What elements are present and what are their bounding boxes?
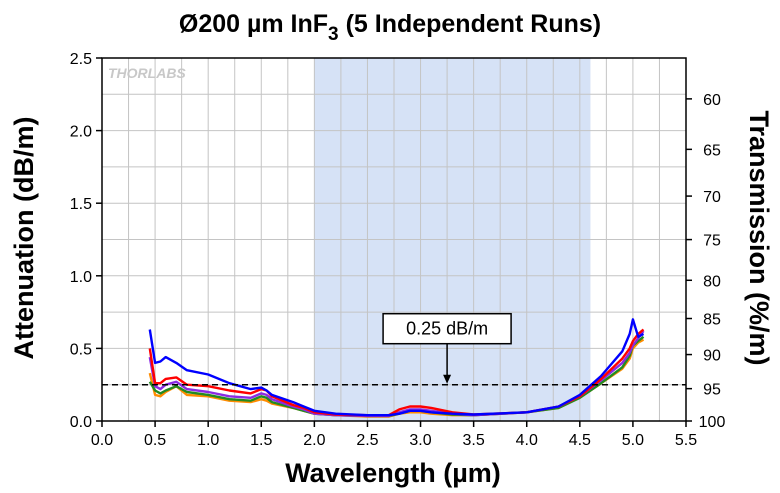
- y2-tick-label: 70: [703, 189, 721, 206]
- title-main: Ø200 µm InF: [179, 10, 328, 38]
- title-tail: (5 Independent Runs): [339, 10, 602, 38]
- x-tick-label: 0.5: [144, 432, 166, 449]
- y-axis-label: Attenuation (dB/m): [9, 117, 39, 360]
- annotation-group: 0.25 dB/m: [382, 312, 512, 384]
- annotation-arrowhead: [443, 374, 452, 384]
- y2-tick-label: 85: [703, 312, 721, 329]
- x-tick-label: 3.0: [409, 432, 431, 449]
- y2-tick-label: 90: [703, 348, 721, 365]
- y2-tick-label: 60: [703, 92, 721, 109]
- y-tick-label: 2.0: [70, 124, 92, 141]
- x-tick-label: 5.5: [675, 432, 697, 449]
- x-tick-label: 3.5: [463, 432, 485, 449]
- y2-tick-label: 95: [703, 382, 721, 399]
- x-tick-label: 2.0: [303, 432, 325, 449]
- y-tick-label: 1.0: [70, 269, 92, 286]
- axis-ticks: 0.0 0.5 1.0 1.5 2.0 2.5 3.0 3.5 4.0 4.5 5.0 5.5 0.0 0…: [70, 51, 726, 449]
- y-tick-label: 2.5: [70, 51, 92, 68]
- x-tick-label: 1.5: [250, 432, 272, 449]
- x-tick-label: 1.0: [197, 432, 219, 449]
- x-tick-label: 0.0: [91, 432, 113, 449]
- title-subscript: 3: [328, 24, 339, 45]
- x-tick-label: 5.0: [622, 432, 644, 449]
- series-line-run-5: [148, 318, 645, 417]
- x-axis-label: Wavelength (µm): [285, 458, 501, 488]
- annotation-text: 0.25 dB/m: [406, 319, 488, 339]
- x-tick-label: 4.5: [569, 432, 591, 449]
- thorlabs-watermark: THORLABS: [108, 65, 186, 81]
- y-tick-label: 0.5: [70, 341, 92, 358]
- y2-tick-label: 65: [703, 142, 721, 159]
- chart-title: Ø200 µm InF3 (5 Independent Runs): [179, 10, 601, 45]
- grid: [102, 58, 686, 421]
- y2-tick-label: 100: [699, 414, 726, 431]
- x-tick-label: 2.5: [356, 432, 378, 449]
- x-tick-label: 4.0: [516, 432, 538, 449]
- y2-tick-label: 75: [703, 233, 721, 250]
- secondary-y-axis-label: Transmission (%/m): [744, 110, 774, 365]
- y-tick-label: 1.5: [70, 196, 92, 213]
- y2-tick-label: 80: [703, 273, 721, 290]
- annotation-box: [382, 312, 512, 345]
- y-tick-label: 0.0: [70, 414, 92, 431]
